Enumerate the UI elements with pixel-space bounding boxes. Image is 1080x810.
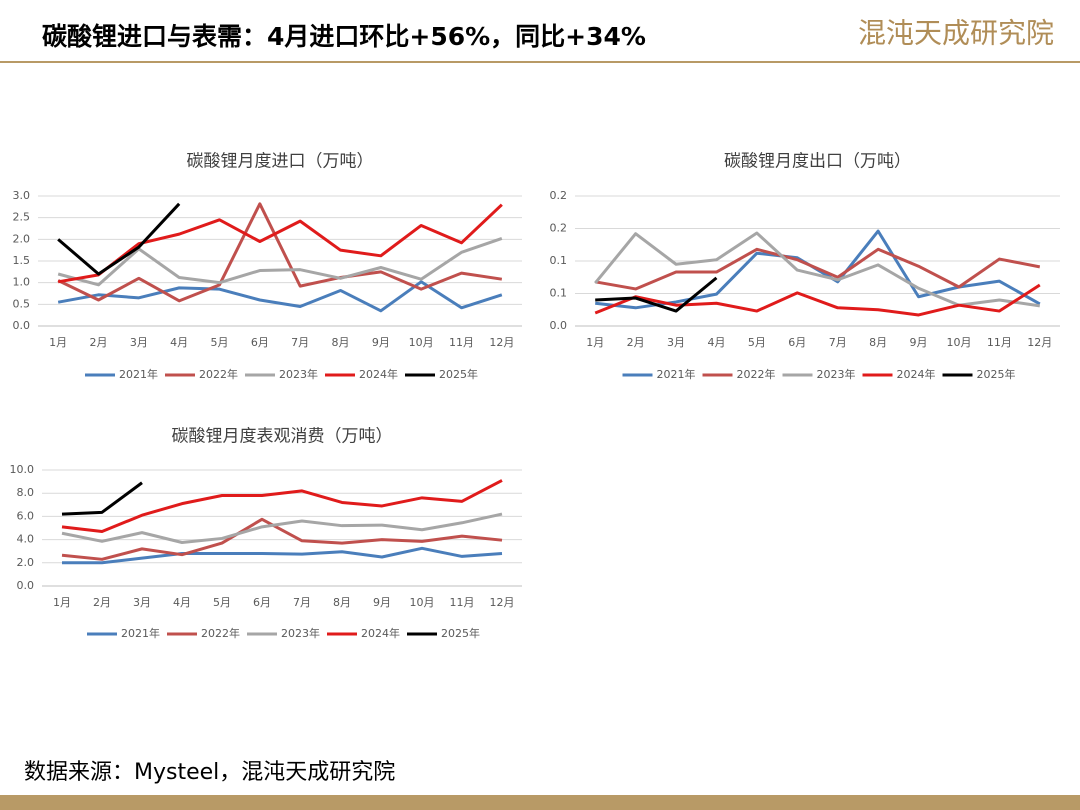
x-tick-label: 10月	[946, 336, 971, 349]
x-tick-label: 5月	[748, 336, 766, 349]
x-tick-label: 9月	[372, 336, 390, 349]
x-tick-label: 8月	[333, 596, 351, 609]
y-tick-label: 3.0	[13, 189, 31, 202]
y-tick-label: 0.0	[13, 319, 31, 332]
legend-label: 2025年	[977, 367, 1016, 381]
x-tick-label: 2月	[627, 336, 645, 349]
y-tick-label: 0.1	[550, 287, 568, 300]
series-line	[594, 247, 1041, 291]
y-tick-label: 0.1	[550, 254, 568, 267]
chart-title: 碳酸锂月度出口（万吨）	[724, 152, 911, 172]
series-line	[61, 481, 143, 516]
footer-bar	[0, 795, 1080, 810]
x-tick-label: 4月	[707, 336, 725, 349]
x-tick-label: 11月	[987, 336, 1012, 349]
x-tick-label: 4月	[173, 596, 191, 609]
x-tick-label: 10月	[410, 596, 435, 609]
y-tick-label: 8.0	[17, 486, 35, 499]
y-tick-label: 0.0	[550, 319, 568, 332]
legend-label: 2021年	[657, 367, 696, 381]
series-line	[594, 231, 1041, 308]
slide-title: 碳酸锂进口与表需：4月进口环比+56%，同比+34%	[42, 22, 646, 51]
x-tick-label: 9月	[910, 336, 928, 349]
series-line	[61, 479, 503, 533]
y-tick-label: 6.0	[17, 509, 35, 522]
series-line	[57, 237, 503, 287]
legend-label: 2022年	[737, 367, 776, 381]
x-tick-label: 3月	[667, 336, 685, 349]
x-tick-label: 5月	[213, 596, 231, 609]
x-tick-label: 8月	[332, 336, 350, 349]
x-tick-label: 12月	[490, 596, 515, 609]
x-tick-label: 12月	[489, 336, 514, 349]
series-line	[61, 517, 503, 561]
y-tick-label: 2.0	[13, 232, 31, 245]
y-tick-label: 1.0	[13, 276, 31, 289]
x-tick-label: 11月	[450, 596, 475, 609]
legend-label: 2021年	[121, 626, 160, 640]
y-tick-label: 0.2	[550, 189, 568, 202]
x-tick-label: 11月	[449, 336, 474, 349]
legend-label: 2024年	[359, 367, 398, 381]
series-line	[62, 546, 503, 565]
legend-label: 2025年	[439, 367, 478, 381]
legend-label: 2023年	[817, 367, 856, 381]
series-line	[61, 512, 503, 544]
x-tick-label: 7月	[829, 336, 847, 349]
y-tick-label: 1.5	[13, 254, 31, 267]
x-tick-label: 2月	[90, 336, 108, 349]
legend-label: 2023年	[281, 626, 320, 640]
legend-label: 2021年	[119, 367, 158, 381]
x-tick-label: 12月	[1027, 336, 1052, 349]
series-line	[57, 203, 503, 284]
y-tick-label: 10.0	[10, 463, 35, 476]
x-tick-label: 1月	[49, 336, 67, 349]
x-tick-label: 5月	[211, 336, 229, 349]
x-tick-label: 7月	[291, 336, 309, 349]
x-tick-label: 6月	[251, 336, 269, 349]
y-tick-label: 0.2	[550, 222, 568, 235]
x-tick-label: 8月	[869, 336, 887, 349]
y-tick-label: 0.5	[13, 297, 31, 310]
x-tick-label: 3月	[133, 596, 151, 609]
x-tick-label: 3月	[130, 336, 148, 349]
x-tick-label: 1月	[586, 336, 604, 349]
chart-title: 碳酸锂月度表观消费（万吨）	[172, 427, 393, 447]
legend-label: 2022年	[201, 626, 240, 640]
x-tick-label: 6月	[253, 596, 271, 609]
y-tick-label: 2.0	[17, 556, 35, 569]
x-tick-label: 6月	[788, 336, 806, 349]
series-line	[57, 202, 503, 303]
y-tick-label: 4.0	[17, 533, 35, 546]
legend-label: 2024年	[897, 367, 936, 381]
y-tick-label: 2.5	[13, 211, 31, 224]
legend-label: 2025年	[441, 626, 480, 640]
logo: 混沌天成研究院	[858, 17, 1054, 50]
chart-title: 碳酸锂月度进口（万吨）	[187, 152, 374, 172]
x-tick-label: 1月	[53, 596, 71, 609]
series-line	[594, 283, 1041, 317]
x-tick-label: 4月	[170, 336, 188, 349]
legend-label: 2023年	[279, 367, 318, 381]
series-line	[595, 276, 718, 313]
x-tick-label: 9月	[373, 596, 391, 609]
series-line	[57, 202, 181, 276]
source: 数据来源：Mysteel，混沌天成研究院	[24, 760, 395, 785]
x-tick-label: 2月	[93, 596, 111, 609]
x-tick-label: 10月	[409, 336, 434, 349]
legend-label: 2024年	[361, 626, 400, 640]
x-tick-label: 7月	[293, 596, 311, 609]
y-tick-label: 0.0	[17, 579, 35, 592]
legend-label: 2022年	[199, 367, 238, 381]
